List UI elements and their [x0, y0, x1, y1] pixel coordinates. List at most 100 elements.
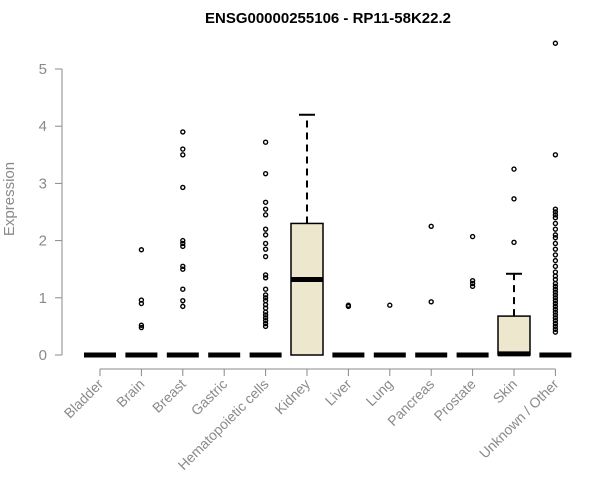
outlier-point — [180, 266, 186, 272]
outlier-point — [180, 297, 186, 304]
outlier-point — [262, 272, 269, 278]
outlier-point — [180, 263, 186, 270]
outlier-point — [552, 206, 559, 212]
outlier-point — [511, 196, 517, 202]
outlier-point — [552, 329, 559, 335]
outlier-point — [552, 312, 559, 318]
outlier-point — [552, 297, 559, 304]
box-group — [290, 113, 324, 356]
outlier-point — [262, 232, 269, 238]
outlier-point — [262, 323, 269, 330]
outlier-point — [552, 320, 559, 327]
outlier-point — [552, 226, 559, 232]
outlier-point — [552, 280, 559, 287]
outlier-point — [552, 315, 559, 321]
outlier-point — [552, 40, 559, 46]
box-group — [249, 139, 282, 358]
outlier-point — [552, 286, 559, 292]
box-group — [373, 302, 406, 358]
outlier-point — [387, 302, 393, 308]
outlier-point — [552, 252, 559, 258]
plot-area — [84, 40, 572, 358]
outlier-point — [262, 317, 269, 324]
outlier-point — [262, 315, 269, 321]
outlier-point — [138, 247, 145, 253]
outlier-point — [180, 129, 186, 135]
x-tick-label: Breast — [149, 376, 189, 416]
outlier-point — [180, 152, 186, 158]
x-tick-label: Prostate — [431, 376, 479, 424]
outlier-point — [262, 246, 269, 252]
x-tick-label: Unknown / Other — [476, 376, 562, 462]
box-group — [415, 223, 448, 358]
x-tick-label: Liver — [322, 376, 355, 409]
outlier-point — [552, 317, 559, 324]
box-iqr — [497, 315, 531, 356]
outlier-point — [552, 240, 559, 247]
outlier-point — [552, 215, 559, 221]
outlier-point — [552, 220, 559, 227]
y-tick-label: 4 — [39, 118, 47, 135]
outlier-point — [511, 166, 517, 172]
outlier-point — [262, 199, 269, 205]
box-group — [166, 129, 199, 358]
outlier-point — [262, 240, 269, 247]
outlier-point — [552, 306, 559, 312]
box-group — [332, 302, 365, 358]
outlier-point — [180, 237, 186, 244]
y-tick-label: 1 — [39, 290, 47, 307]
outlier-point — [180, 243, 186, 250]
outlier-point — [552, 246, 559, 252]
outlier-point — [180, 146, 186, 152]
outlier-point — [180, 240, 186, 247]
outlier-point — [138, 322, 145, 328]
outlier-point — [262, 295, 269, 301]
outlier-point — [180, 184, 186, 191]
outlier-point — [262, 253, 269, 260]
outlier-point — [262, 206, 269, 212]
box-group — [456, 233, 489, 358]
y-tick-label: 0 — [39, 347, 47, 364]
chart-title: ENSG00000255106 - RP11-58K22.2 — [205, 10, 451, 27]
y-axis-label: Expression — [1, 162, 18, 236]
box-group — [497, 166, 531, 357]
outlier-point — [262, 309, 269, 315]
outlier-point — [262, 286, 269, 292]
y-tick-label: 3 — [39, 175, 47, 192]
outlier-point — [262, 226, 269, 232]
outlier-point — [552, 289, 559, 295]
outlier-point — [428, 299, 434, 305]
box-group — [539, 40, 572, 358]
outlier-point — [469, 277, 476, 284]
outlier-point — [262, 292, 269, 298]
outlier-point — [552, 303, 559, 310]
y-tick-label: 2 — [39, 233, 47, 250]
y-tick-label: 5 — [39, 61, 47, 78]
outlier-point — [469, 233, 476, 240]
outlier-point — [138, 324, 145, 331]
outlier-point — [262, 139, 269, 145]
outlier-point — [180, 303, 186, 310]
x-tick-label: Kidney — [272, 376, 314, 418]
outlier-point — [552, 309, 559, 315]
outlier-point — [262, 312, 269, 318]
outlier-point — [552, 212, 559, 218]
outlier-point — [511, 239, 517, 246]
outlier-point — [262, 170, 269, 177]
x-tick-label: Skin — [490, 376, 521, 407]
x-tick-label: Lung — [363, 376, 396, 409]
outlier-point — [552, 323, 559, 330]
outlier-point — [552, 232, 559, 238]
outlier-point — [345, 303, 352, 310]
outlier-point — [138, 300, 145, 307]
outlier-point — [469, 283, 476, 290]
outlier-point — [262, 275, 269, 281]
outlier-point — [552, 257, 559, 264]
outlier-point — [552, 295, 559, 301]
outlier-point — [180, 286, 186, 292]
outlier-point — [552, 152, 559, 158]
outlier-point — [552, 235, 559, 241]
outlier-point — [552, 300, 559, 307]
x-tick-label: Brain — [113, 376, 147, 410]
